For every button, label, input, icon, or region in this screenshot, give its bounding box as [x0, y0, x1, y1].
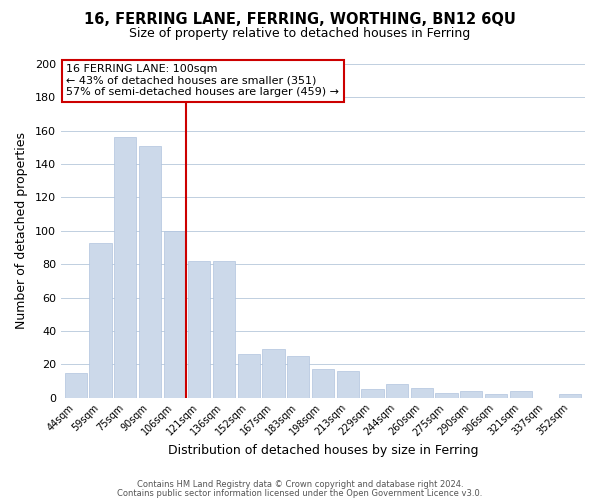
Bar — [188, 261, 211, 398]
Bar — [312, 370, 334, 398]
Bar — [287, 356, 310, 398]
Bar — [460, 391, 482, 398]
Text: Contains public sector information licensed under the Open Government Licence v3: Contains public sector information licen… — [118, 488, 482, 498]
Bar — [164, 231, 186, 398]
Bar — [411, 388, 433, 398]
Bar — [559, 394, 581, 398]
Text: 16 FERRING LANE: 100sqm
← 43% of detached houses are smaller (351)
57% of semi-d: 16 FERRING LANE: 100sqm ← 43% of detache… — [66, 64, 339, 97]
Bar — [509, 391, 532, 398]
Text: 16, FERRING LANE, FERRING, WORTHING, BN12 6QU: 16, FERRING LANE, FERRING, WORTHING, BN1… — [84, 12, 516, 28]
Bar — [114, 138, 136, 398]
Bar — [361, 390, 383, 398]
Bar — [89, 242, 112, 398]
Bar — [337, 371, 359, 398]
Text: Size of property relative to detached houses in Ferring: Size of property relative to detached ho… — [130, 28, 470, 40]
Bar — [238, 354, 260, 398]
Bar — [139, 146, 161, 398]
Bar — [213, 261, 235, 398]
Bar — [262, 350, 284, 398]
Bar — [65, 372, 87, 398]
Text: Contains HM Land Registry data © Crown copyright and database right 2024.: Contains HM Land Registry data © Crown c… — [137, 480, 463, 489]
X-axis label: Distribution of detached houses by size in Ferring: Distribution of detached houses by size … — [168, 444, 478, 458]
Y-axis label: Number of detached properties: Number of detached properties — [15, 132, 28, 330]
Bar — [436, 392, 458, 398]
Bar — [386, 384, 408, 398]
Bar — [485, 394, 507, 398]
